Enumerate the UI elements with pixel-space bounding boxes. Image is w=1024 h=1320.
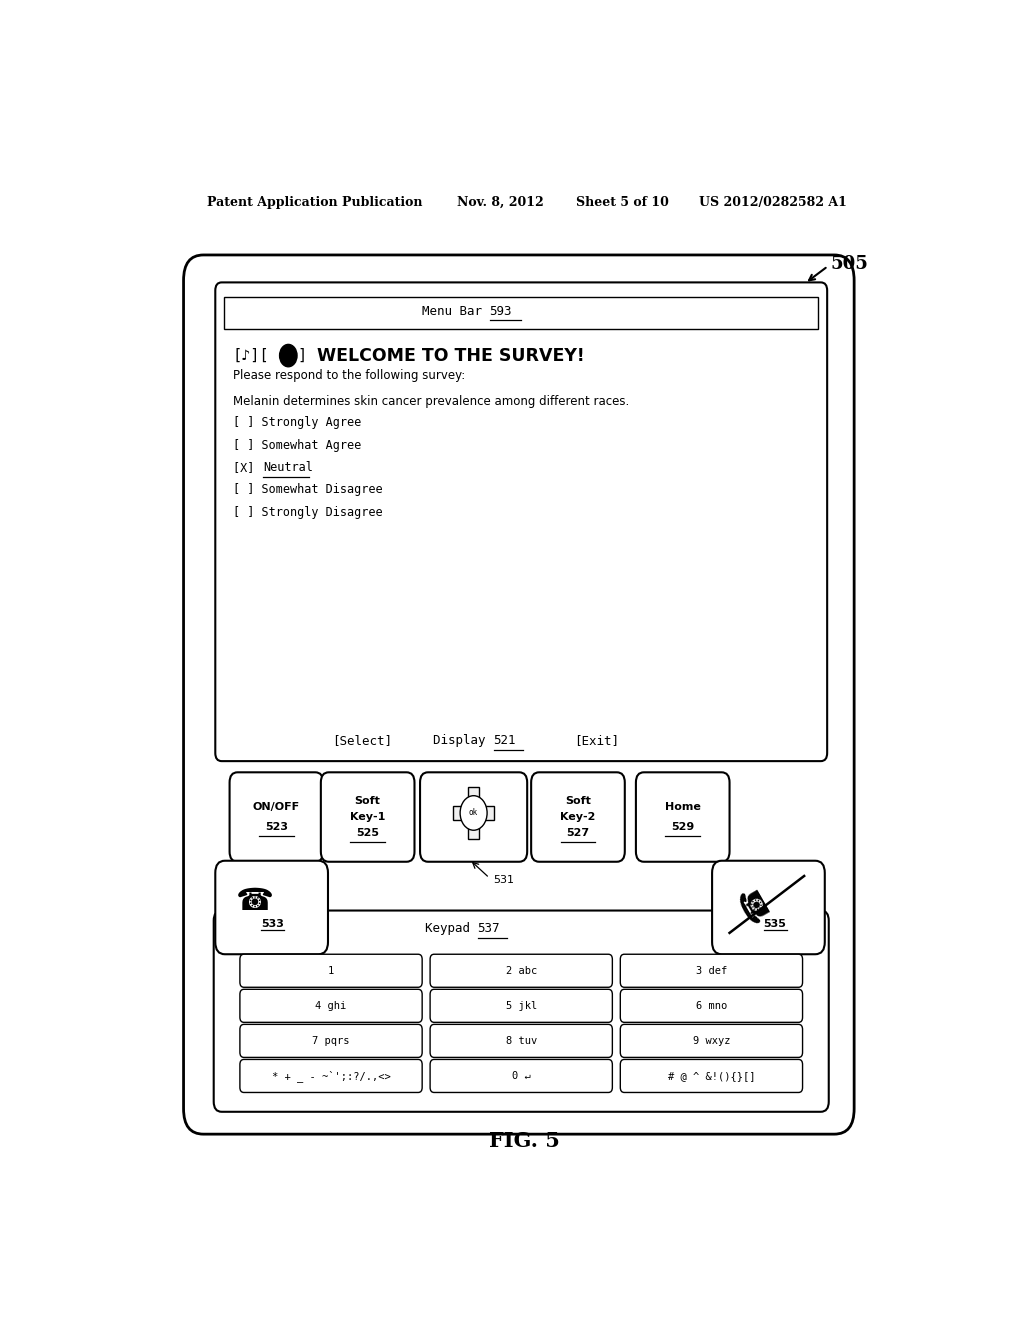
FancyBboxPatch shape [621, 1024, 803, 1057]
FancyBboxPatch shape [240, 989, 422, 1022]
Text: 527: 527 [566, 828, 590, 838]
FancyBboxPatch shape [229, 772, 324, 862]
Text: [ ] Somewhat Agree: [ ] Somewhat Agree [232, 438, 361, 451]
Text: 9 wxyz: 9 wxyz [692, 1036, 730, 1045]
Text: 6 mno: 6 mno [695, 1001, 727, 1011]
FancyBboxPatch shape [636, 772, 729, 862]
Text: Key-1: Key-1 [350, 812, 385, 822]
Text: 3 def: 3 def [695, 966, 727, 975]
Text: [ ] Strongly Agree: [ ] Strongly Agree [232, 416, 361, 429]
Text: Home: Home [665, 801, 700, 812]
Text: Soft: Soft [565, 796, 591, 805]
FancyBboxPatch shape [621, 989, 803, 1022]
Text: Menu Bar: Menu Bar [422, 305, 489, 318]
Text: Please respond to the following survey:: Please respond to the following survey: [232, 370, 465, 383]
FancyBboxPatch shape [712, 861, 824, 954]
Text: 523: 523 [265, 822, 288, 832]
Text: Neutral: Neutral [263, 461, 312, 474]
Text: 505: 505 [830, 255, 868, 273]
Text: Nov. 8, 2012: Nov. 8, 2012 [458, 195, 544, 209]
Text: 4 ghi: 4 ghi [315, 1001, 347, 1011]
Text: ok: ok [469, 808, 478, 817]
FancyBboxPatch shape [214, 911, 828, 1111]
Circle shape [280, 345, 297, 367]
FancyBboxPatch shape [453, 805, 495, 820]
Text: Patent Application Publication: Patent Application Publication [207, 195, 423, 209]
Circle shape [460, 796, 487, 830]
Text: [X]: [X] [232, 461, 261, 474]
FancyBboxPatch shape [430, 989, 612, 1022]
Text: WELCOME TO THE SURVEY!: WELCOME TO THE SURVEY! [316, 347, 585, 364]
FancyBboxPatch shape [430, 954, 612, 987]
Text: 1: 1 [328, 966, 334, 975]
Text: [♪][: [♪][ [232, 348, 269, 363]
Text: FIG. 5: FIG. 5 [489, 1131, 560, 1151]
Text: # @ ^ &!(){}[]: # @ ^ &!(){}[] [668, 1071, 755, 1081]
Text: 5 jkl: 5 jkl [506, 1001, 537, 1011]
FancyBboxPatch shape [531, 772, 625, 862]
Text: 2 abc: 2 abc [506, 966, 537, 975]
FancyBboxPatch shape [215, 861, 328, 954]
Text: Key-2: Key-2 [560, 812, 596, 822]
FancyBboxPatch shape [430, 1060, 612, 1093]
FancyBboxPatch shape [621, 954, 803, 987]
Text: US 2012/0282582 A1: US 2012/0282582 A1 [699, 195, 847, 209]
FancyBboxPatch shape [430, 1024, 612, 1057]
FancyBboxPatch shape [621, 1060, 803, 1093]
Text: Sheet 5 of 10: Sheet 5 of 10 [577, 195, 670, 209]
Text: 7 pqrs: 7 pqrs [312, 1036, 350, 1045]
Text: 537: 537 [477, 923, 500, 936]
Text: * + _ - ~`';:?/.,<>: * + _ - ~`';:?/.,<> [271, 1071, 390, 1082]
Text: 533: 533 [261, 919, 284, 929]
Text: 531: 531 [494, 875, 514, 884]
Text: 8 tuv: 8 tuv [506, 1036, 537, 1045]
FancyBboxPatch shape [321, 772, 415, 862]
Text: [Select]: [Select] [332, 734, 392, 747]
FancyBboxPatch shape [468, 787, 479, 840]
Text: 0 ↵: 0 ↵ [512, 1071, 530, 1081]
Text: ☎: ☎ [236, 887, 274, 916]
Text: 593: 593 [489, 305, 512, 318]
Text: ]: ] [297, 348, 306, 363]
FancyBboxPatch shape [240, 1024, 422, 1057]
Text: ON/OFF: ON/OFF [253, 801, 300, 812]
Text: 535: 535 [763, 919, 786, 929]
Text: 525: 525 [356, 828, 379, 838]
FancyBboxPatch shape [240, 954, 422, 987]
Text: Melanin determines skin cancer prevalence among different races.: Melanin determines skin cancer prevalenc… [232, 395, 629, 408]
Text: Display: Display [433, 734, 494, 747]
FancyBboxPatch shape [224, 297, 818, 329]
Text: 521: 521 [494, 734, 515, 747]
Text: Keypad: Keypad [425, 923, 477, 936]
FancyBboxPatch shape [240, 1060, 422, 1093]
Text: ☎: ☎ [732, 878, 776, 925]
Text: 529: 529 [671, 822, 694, 832]
FancyBboxPatch shape [183, 255, 854, 1134]
Text: [ ] Somewhat Disagree: [ ] Somewhat Disagree [232, 483, 382, 496]
Text: [ ] Strongly Disagree: [ ] Strongly Disagree [232, 506, 382, 519]
FancyBboxPatch shape [420, 772, 527, 862]
FancyBboxPatch shape [215, 282, 827, 762]
Text: Soft: Soft [354, 796, 381, 805]
Text: [Exit]: [Exit] [573, 734, 618, 747]
